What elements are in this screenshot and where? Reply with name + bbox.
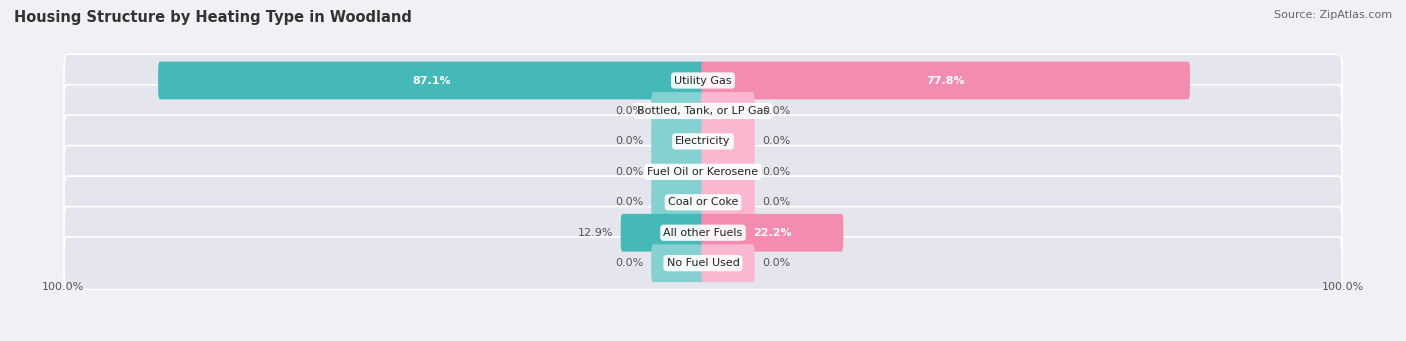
Text: 0.0%: 0.0% [616,136,644,146]
FancyBboxPatch shape [65,115,1341,167]
FancyBboxPatch shape [65,146,1341,198]
Text: 0.0%: 0.0% [762,167,790,177]
FancyBboxPatch shape [620,214,704,252]
Text: Source: ZipAtlas.com: Source: ZipAtlas.com [1274,10,1392,20]
Text: 0.0%: 0.0% [762,197,790,207]
FancyBboxPatch shape [702,214,844,252]
Text: No Fuel Used: No Fuel Used [666,258,740,268]
Text: 87.1%: 87.1% [412,75,451,86]
FancyBboxPatch shape [157,62,704,99]
Text: 77.8%: 77.8% [927,75,965,86]
FancyBboxPatch shape [651,183,704,221]
FancyBboxPatch shape [651,122,704,160]
Text: 100.0%: 100.0% [42,282,84,292]
Text: Bottled, Tank, or LP Gas: Bottled, Tank, or LP Gas [637,106,769,116]
Text: 0.0%: 0.0% [616,258,644,268]
FancyBboxPatch shape [651,92,704,130]
Text: Fuel Oil or Kerosene: Fuel Oil or Kerosene [647,167,759,177]
FancyBboxPatch shape [702,62,1189,99]
FancyBboxPatch shape [702,122,755,160]
Text: 0.0%: 0.0% [762,136,790,146]
FancyBboxPatch shape [651,244,704,282]
FancyBboxPatch shape [65,176,1341,228]
Text: 0.0%: 0.0% [616,106,644,116]
Text: 12.9%: 12.9% [578,228,613,238]
Text: 0.0%: 0.0% [762,258,790,268]
Text: 100.0%: 100.0% [1322,282,1364,292]
FancyBboxPatch shape [65,207,1341,259]
FancyBboxPatch shape [702,92,755,130]
FancyBboxPatch shape [702,153,755,191]
Text: Utility Gas: Utility Gas [675,75,731,86]
Text: 0.0%: 0.0% [616,167,644,177]
Text: 22.2%: 22.2% [752,228,792,238]
Text: 0.0%: 0.0% [616,197,644,207]
Text: Coal or Coke: Coal or Coke [668,197,738,207]
Text: Housing Structure by Heating Type in Woodland: Housing Structure by Heating Type in Woo… [14,10,412,25]
FancyBboxPatch shape [702,183,755,221]
Text: All other Fuels: All other Fuels [664,228,742,238]
Legend: Owner-occupied, Renter-occupied: Owner-occupied, Renter-occupied [574,340,832,341]
FancyBboxPatch shape [65,237,1341,290]
FancyBboxPatch shape [702,244,755,282]
FancyBboxPatch shape [65,85,1341,137]
FancyBboxPatch shape [65,54,1341,107]
Text: Electricity: Electricity [675,136,731,146]
FancyBboxPatch shape [651,153,704,191]
Text: 0.0%: 0.0% [762,106,790,116]
